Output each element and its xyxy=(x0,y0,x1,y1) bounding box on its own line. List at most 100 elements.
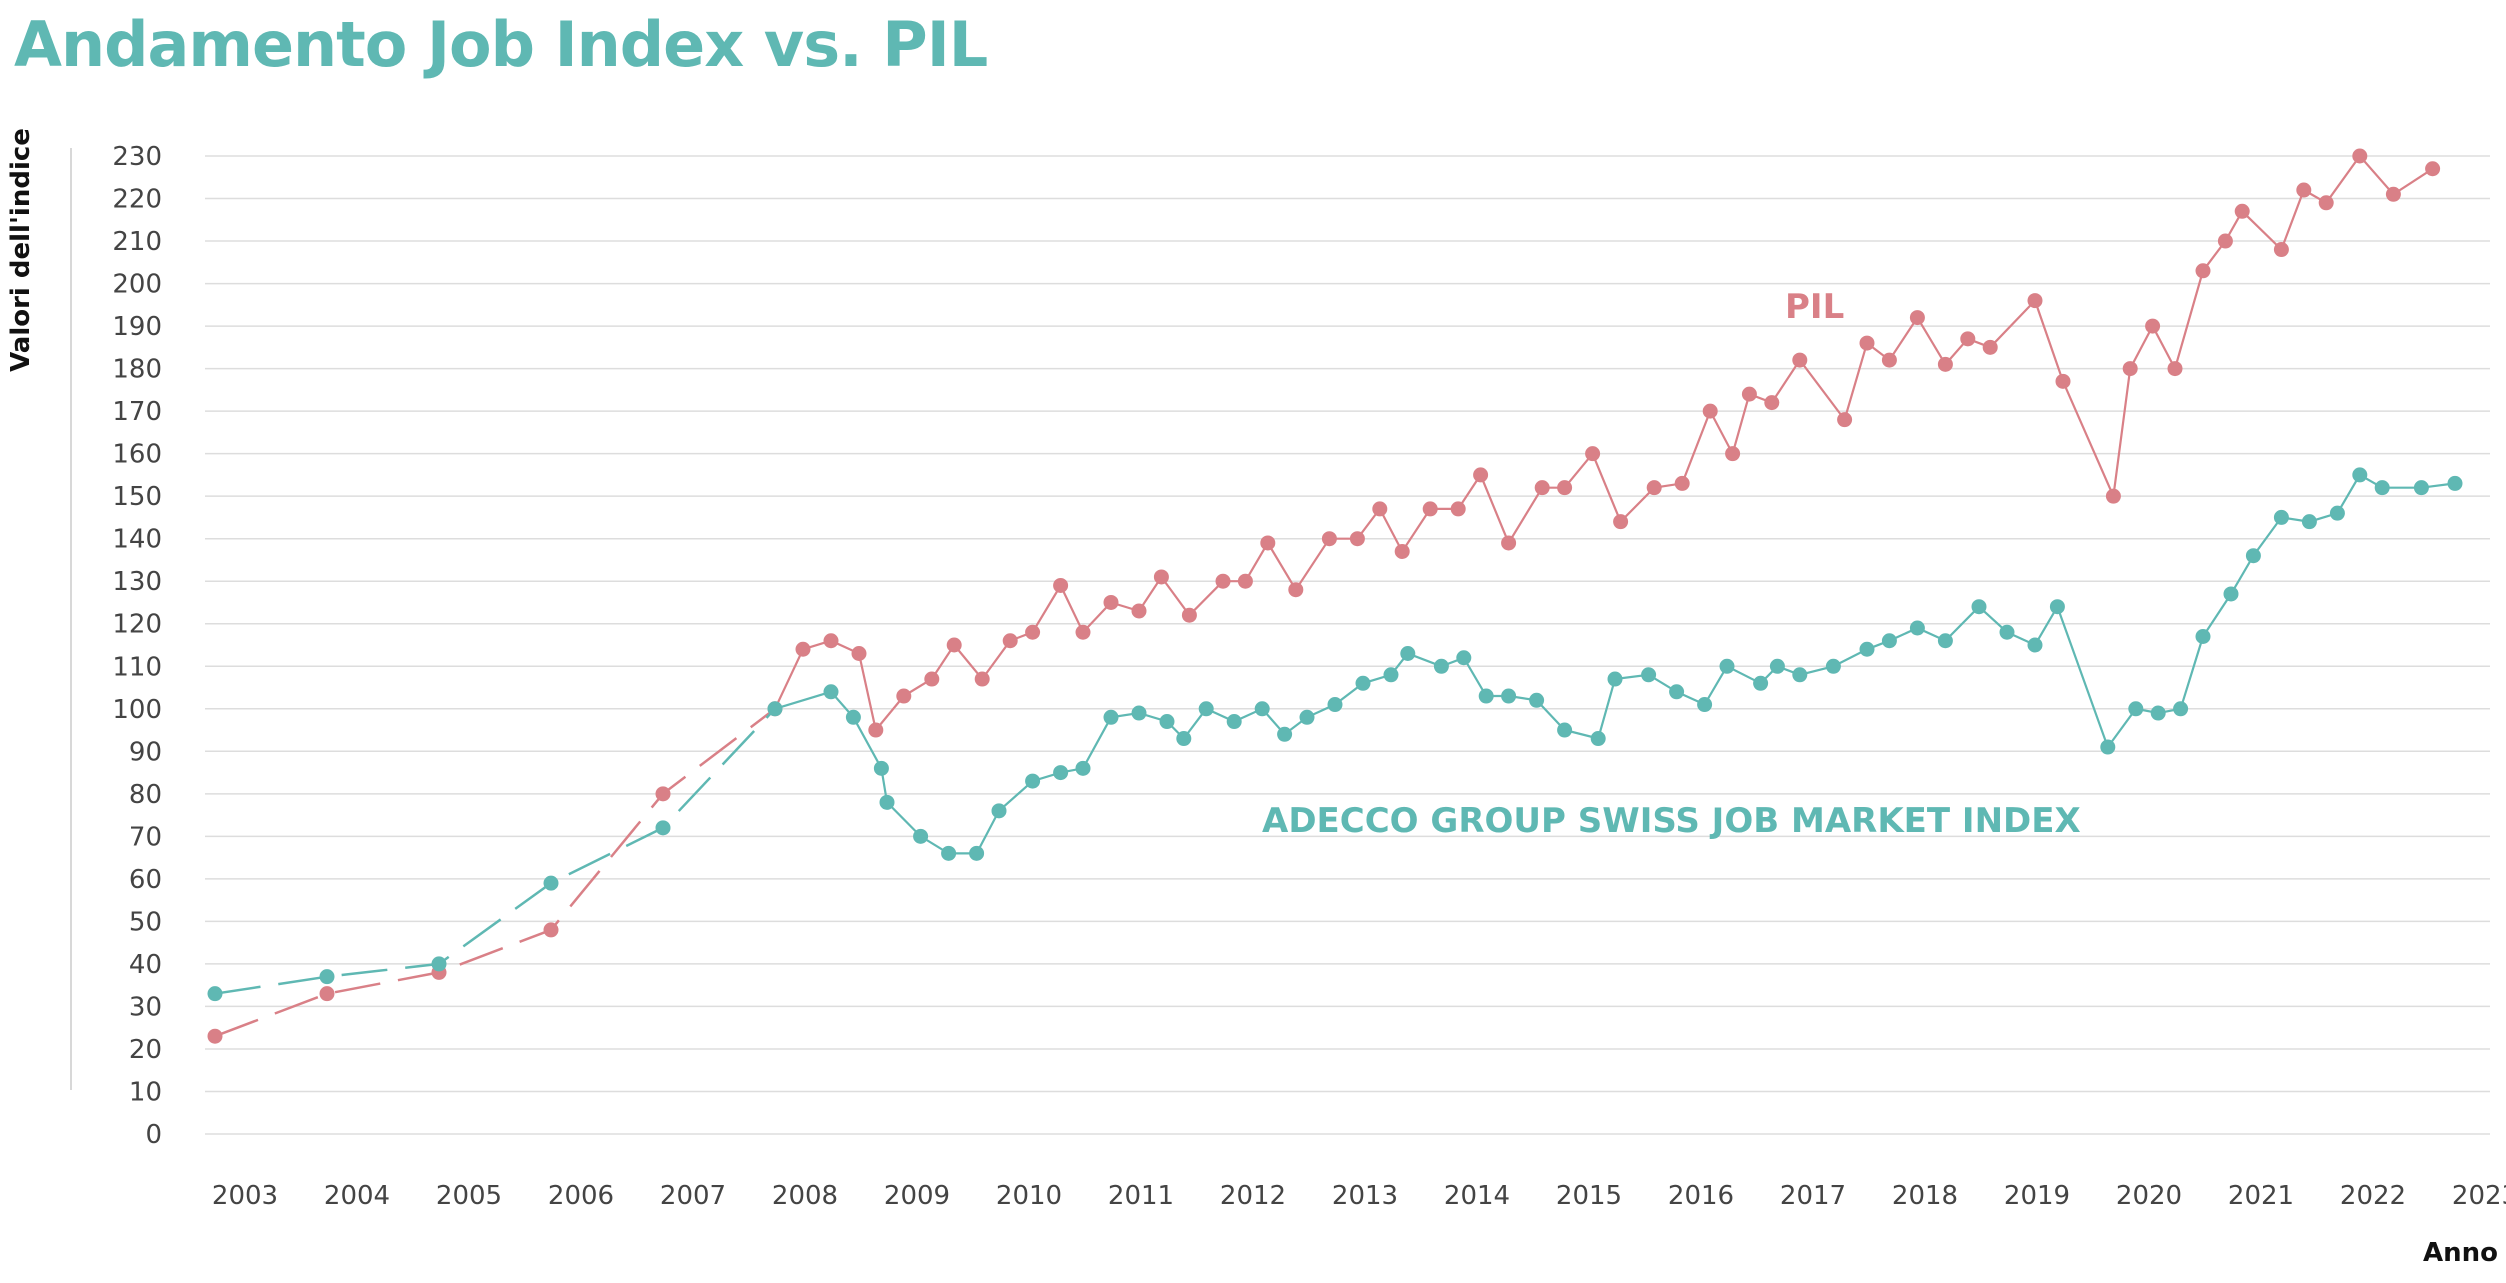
y-tick-label: 0 xyxy=(145,1120,162,1150)
series-label-pil: PIL xyxy=(1785,287,1844,327)
data-point xyxy=(1260,535,1276,551)
data-point xyxy=(2217,233,2233,249)
data-point xyxy=(1372,501,1388,517)
data-point xyxy=(1534,480,1550,496)
data-point xyxy=(2049,599,2065,615)
y-tick-label: 190 xyxy=(112,312,162,342)
y-tick-label: 50 xyxy=(129,907,162,937)
data-point xyxy=(1825,658,1841,674)
data-point xyxy=(1321,531,1337,547)
data-point xyxy=(1501,688,1517,704)
data-point xyxy=(1909,310,1925,326)
data-point xyxy=(1473,467,1489,483)
data-point xyxy=(2301,514,2317,530)
data-point xyxy=(1646,480,1662,496)
data-point xyxy=(2425,161,2441,177)
data-point xyxy=(1327,697,1343,713)
data-point xyxy=(655,786,671,802)
data-point xyxy=(2145,318,2161,334)
data-point xyxy=(2273,242,2289,258)
data-point xyxy=(1237,573,1253,589)
data-point xyxy=(2128,701,2144,717)
data-point xyxy=(2296,182,2312,198)
data-point xyxy=(2195,263,2211,279)
data-point xyxy=(1159,714,1175,730)
data-point xyxy=(1585,446,1601,462)
data-point xyxy=(1433,658,1449,674)
data-point xyxy=(2027,637,2043,653)
data-point xyxy=(2173,701,2189,717)
data-point xyxy=(845,709,861,725)
data-point xyxy=(2122,361,2138,377)
data-point xyxy=(1215,573,1231,589)
series-line xyxy=(774,154,2434,733)
data-point xyxy=(1478,688,1494,704)
x-axis-label: Anno xyxy=(2422,1238,2498,1268)
chart-title: Andamento Job Index vs. PIL xyxy=(14,8,988,81)
data-point xyxy=(1909,620,1925,636)
x-tick-label: 2014 xyxy=(1444,1181,1510,1211)
data-point xyxy=(969,845,985,861)
data-point xyxy=(1422,501,1438,517)
data-point xyxy=(2027,293,2043,309)
data-point xyxy=(2105,488,2121,504)
data-point xyxy=(1025,773,1041,789)
data-point xyxy=(2234,203,2250,219)
data-point xyxy=(1764,395,1780,411)
data-point xyxy=(1153,569,1169,585)
data-point xyxy=(1859,641,1875,657)
data-point xyxy=(543,875,559,891)
data-point xyxy=(1557,722,1573,738)
data-point xyxy=(1769,658,1785,674)
data-point xyxy=(2385,186,2401,202)
y-tick-label: 60 xyxy=(129,865,162,895)
y-tick-label: 80 xyxy=(129,780,162,810)
data-point xyxy=(1198,701,1214,717)
x-tick-label: 2021 xyxy=(2228,1181,2294,1211)
data-point xyxy=(1674,475,1690,491)
data-point xyxy=(913,828,929,844)
data-point xyxy=(1702,403,1718,419)
series-line xyxy=(774,473,2456,855)
y-tick-label: 160 xyxy=(112,440,162,470)
data-point xyxy=(1557,480,1573,496)
y-tick-label: 140 xyxy=(112,525,162,555)
data-point xyxy=(2273,509,2289,525)
y-tick-label: 30 xyxy=(129,992,162,1022)
data-point xyxy=(1725,446,1741,462)
data-point xyxy=(2195,628,2211,644)
data-point xyxy=(1131,705,1147,721)
x-tick-label: 2013 xyxy=(1332,1181,1398,1211)
data-point xyxy=(1529,692,1545,708)
data-point xyxy=(1400,646,1416,662)
data-point xyxy=(655,820,671,836)
data-point xyxy=(1697,697,1713,713)
data-point xyxy=(1999,624,2015,640)
data-point xyxy=(1937,356,1953,372)
data-point xyxy=(1753,675,1769,691)
data-point xyxy=(1075,624,1091,640)
data-point xyxy=(795,641,811,657)
data-point xyxy=(1859,335,1875,351)
x-tick-label: 2019 xyxy=(2004,1181,2070,1211)
data-point xyxy=(1053,765,1069,781)
data-point xyxy=(207,986,223,1002)
x-tick-label: 2017 xyxy=(1780,1181,1846,1211)
data-point xyxy=(1075,760,1091,776)
data-point xyxy=(1719,658,1735,674)
y-tick-label: 110 xyxy=(112,652,162,682)
data-point xyxy=(1025,624,1041,640)
y-tick-label: 10 xyxy=(129,1077,162,1107)
data-point xyxy=(2150,705,2166,721)
data-point xyxy=(941,845,957,861)
data-point xyxy=(873,760,889,776)
y-tick-label: 200 xyxy=(112,270,162,300)
data-point xyxy=(1394,543,1410,559)
data-point xyxy=(1053,577,1069,593)
data-point xyxy=(1131,603,1147,619)
x-tick-label: 2008 xyxy=(772,1181,838,1211)
x-tick-label: 2007 xyxy=(660,1181,726,1211)
data-point xyxy=(896,688,912,704)
